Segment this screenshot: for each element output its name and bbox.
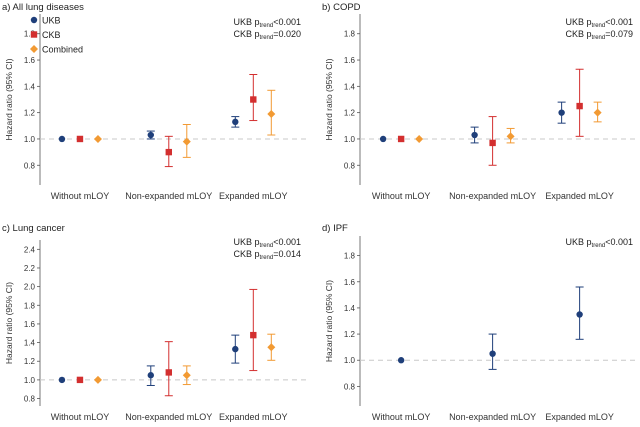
point-ckb bbox=[76, 135, 84, 143]
point-ckb bbox=[576, 102, 583, 110]
x-category-label: Expanded mLOY bbox=[219, 412, 288, 422]
legend-label-ckb: CKB bbox=[42, 30, 61, 40]
point-ckb bbox=[250, 96, 257, 103]
x-category-label: Non-expanded mLOY bbox=[449, 412, 536, 422]
y-tick-label: 0.8 bbox=[344, 382, 356, 391]
y-axis-label: Hazard ratio (95% CI) bbox=[324, 58, 334, 140]
p-trend-annotation: UKB ptrend<0.001 bbox=[234, 237, 301, 249]
y-tick-label: 1.4 bbox=[24, 82, 36, 91]
x-category-label: Expanded mLOY bbox=[545, 191, 614, 201]
y-tick-label: 0.8 bbox=[24, 395, 36, 404]
point-ukb bbox=[58, 376, 66, 384]
y-tick-label: 1.4 bbox=[344, 82, 356, 91]
point-combined bbox=[415, 134, 424, 143]
y-tick-label: 1.4 bbox=[344, 304, 356, 313]
x-category-label: Expanded mLOY bbox=[545, 412, 614, 422]
x-category-label: Expanded mLOY bbox=[219, 191, 288, 201]
point-ukb bbox=[232, 345, 239, 353]
y-tick-label: 1.0 bbox=[344, 135, 356, 144]
y-axis-label: Hazard ratio (95% CI) bbox=[4, 58, 14, 140]
y-tick-label: 1.2 bbox=[24, 109, 36, 118]
panel-title: a) All lung diseases bbox=[2, 2, 84, 13]
chart-panel-2: b) COPD 0.8 1.0 1.2 1.4 1.6 1.8 Hazard ratio (9… bbox=[322, 2, 638, 201]
point-ukb bbox=[471, 131, 478, 139]
point-combined bbox=[182, 371, 191, 380]
y-tick-label: 1.8 bbox=[24, 301, 36, 310]
legend-marker-ukb bbox=[30, 16, 38, 24]
point-ckb bbox=[165, 369, 172, 376]
chart-panel-1: a) All lung diseases 0.8 1.0 1.2 1.4 1.6 1.8 Ha… bbox=[2, 2, 310, 201]
point-ukb bbox=[576, 311, 583, 318]
y-tick-label: 1.2 bbox=[344, 330, 356, 339]
y-tick-label: 0.8 bbox=[24, 161, 36, 170]
y-tick-label: 1.2 bbox=[24, 357, 36, 366]
x-category-label: Non-expanded mLOY bbox=[125, 412, 212, 422]
x-category-label: Without mLOY bbox=[372, 412, 431, 422]
point-ukb bbox=[379, 135, 387, 143]
panel-title: b) COPD bbox=[322, 2, 361, 13]
y-tick-label: 1.8 bbox=[344, 30, 356, 39]
y-tick-label: 1.0 bbox=[24, 135, 36, 144]
y-axis-label: Hazard ratio (95% CI) bbox=[4, 282, 14, 364]
point-ckb bbox=[397, 135, 405, 143]
point-ckb bbox=[76, 376, 84, 384]
panel-title: c) Lung cancer bbox=[2, 223, 65, 234]
y-tick-label: 2.2 bbox=[24, 264, 36, 273]
point-ukb bbox=[397, 357, 405, 364]
legend-marker-combined bbox=[30, 45, 38, 53]
chart-panel-3: c) Lung cancer 0.8 1.0 1.2 1.4 1.6 1.8 2.0 2.2 2.… bbox=[2, 223, 310, 422]
y-tick-label: 1.6 bbox=[344, 56, 356, 65]
chart-panel-4: d) IPF 0.8 1.0 1.2 1.4 1.6 1.8 Hazard ratio (95… bbox=[322, 223, 638, 422]
y-tick-label: 0.8 bbox=[344, 161, 356, 170]
point-combined bbox=[93, 375, 102, 384]
point-ukb bbox=[558, 109, 565, 116]
y-tick-label: 1.8 bbox=[24, 30, 36, 39]
p-trend-annotation: UKB ptrend<0.001 bbox=[234, 17, 301, 29]
point-ukb bbox=[232, 118, 239, 126]
point-combined bbox=[93, 134, 102, 143]
y-tick-label: 1.0 bbox=[344, 356, 356, 365]
point-combined bbox=[593, 108, 602, 117]
point-ukb bbox=[147, 131, 154, 139]
point-combined bbox=[267, 109, 276, 118]
p-trend-annotation: UKB ptrend<0.001 bbox=[566, 237, 633, 249]
x-category-label: Non-expanded mLOY bbox=[125, 191, 212, 201]
y-tick-label: 1.2 bbox=[344, 109, 356, 118]
point-ckb bbox=[489, 139, 496, 147]
p-trend-annotation: UKB ptrend<0.001 bbox=[566, 17, 633, 29]
point-combined bbox=[182, 137, 191, 146]
panel-title: d) IPF bbox=[322, 223, 348, 234]
point-ukb bbox=[489, 350, 496, 357]
y-tick-label: 1.6 bbox=[24, 56, 36, 65]
point-ukb bbox=[147, 372, 154, 379]
x-category-label: Without mLOY bbox=[372, 191, 431, 201]
legend-marker-ckb bbox=[30, 31, 38, 38]
point-ukb bbox=[58, 135, 66, 143]
p-trend-annotation: CKB ptrend=0.014 bbox=[234, 249, 301, 261]
point-combined bbox=[267, 343, 276, 352]
y-tick-label: 1.6 bbox=[344, 278, 356, 287]
x-category-label: Non-expanded mLOY bbox=[449, 191, 536, 201]
y-tick-label: 2.0 bbox=[24, 283, 36, 292]
y-tick-label: 1.6 bbox=[24, 320, 36, 329]
point-ckb bbox=[165, 148, 172, 156]
y-tick-label: 2.4 bbox=[24, 245, 36, 254]
x-category-label: Without mLOY bbox=[51, 191, 110, 201]
legend-label-ukb: UKB bbox=[42, 16, 61, 26]
y-tick-label: 1.8 bbox=[344, 252, 356, 261]
x-category-label: Without mLOY bbox=[51, 412, 110, 422]
y-tick-label: 1.4 bbox=[24, 339, 36, 348]
point-ckb bbox=[250, 331, 257, 339]
legend-label-combined: Combined bbox=[42, 45, 83, 55]
y-axis-label: Hazard ratio (95% CI) bbox=[324, 280, 334, 362]
p-trend-annotation: CKB ptrend=0.079 bbox=[566, 29, 633, 41]
p-trend-annotation: CKB ptrend=0.020 bbox=[234, 29, 301, 41]
point-combined bbox=[506, 132, 515, 141]
y-tick-label: 1.0 bbox=[24, 376, 36, 385]
